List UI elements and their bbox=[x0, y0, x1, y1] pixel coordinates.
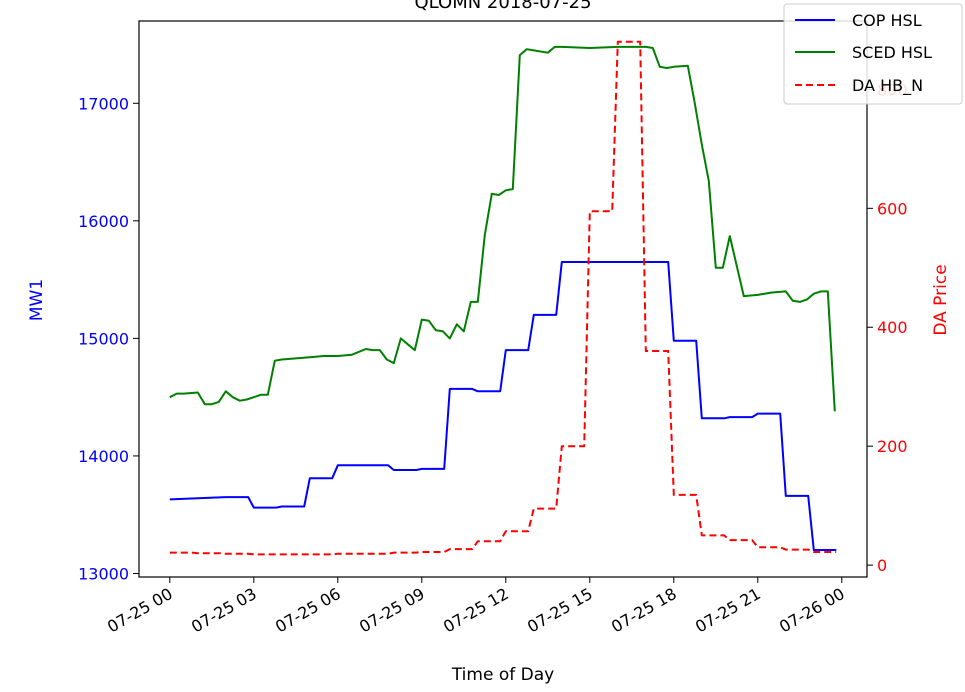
y-right-tick-label: 400 bbox=[877, 318, 908, 337]
legend-box bbox=[783, 3, 963, 105]
y-axis-left: 13000 14000 15000 16000 17000 bbox=[78, 94, 139, 583]
chart-title: QLOMN 2018-07-25 bbox=[414, 0, 591, 13]
y-left-tick-label: 14000 bbox=[78, 447, 129, 466]
y-axis-right-label: DA Price bbox=[931, 264, 951, 335]
legend: COP HSL SCED HSL DA HB_N bbox=[783, 3, 963, 105]
series-line-sced-hsl bbox=[169, 45, 836, 412]
series-line-cop-hsl bbox=[169, 261, 837, 551]
series-line-da-hb-n bbox=[169, 40, 837, 556]
y-axis-left-label: MW1 bbox=[27, 279, 47, 321]
y-left-tick-label: 17000 bbox=[78, 94, 129, 113]
legend-label-sced: SCED HSL bbox=[852, 43, 932, 62]
y-right-tick-label: 600 bbox=[877, 199, 908, 218]
plot-area bbox=[169, 40, 837, 556]
plot-frame bbox=[138, 20, 868, 578]
y-left-tick-label: 15000 bbox=[78, 329, 129, 348]
y-right-tick-label: 0 bbox=[877, 556, 887, 575]
y-left-tick-label: 16000 bbox=[78, 212, 129, 231]
y-left-tick-label: 13000 bbox=[78, 564, 129, 583]
legend-label-da: DA HB_N bbox=[852, 76, 923, 96]
x-axis-label: Time of Day bbox=[451, 665, 554, 685]
y-right-tick-label: 200 bbox=[877, 437, 908, 456]
legend-label-cop: COP HSL bbox=[852, 11, 922, 30]
